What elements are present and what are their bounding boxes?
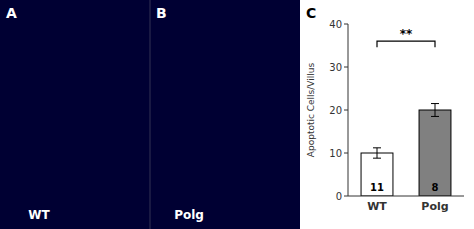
y-axis (348, 24, 349, 196)
error-bar (373, 148, 381, 158)
n-label: 8 (432, 182, 439, 193)
panel-label: A (6, 5, 17, 21)
y-tick (344, 24, 348, 25)
chart: A WT B Polg C 0 10 20 30 40 Apoptotic Cells/Villus… (0, 0, 474, 229)
significance-label: ** (400, 27, 413, 41)
plot-area (361, 104, 451, 196)
y-tick-label: 10 (329, 148, 342, 159)
n-label: 11 (370, 182, 384, 193)
bar (361, 153, 393, 196)
x-tick-label: WT (367, 200, 387, 213)
bar (419, 110, 451, 196)
panel-label: B (156, 5, 167, 21)
image-panels-background (0, 0, 300, 229)
y-tick-label: 40 (329, 19, 342, 30)
y-tick-label: 20 (329, 105, 342, 116)
panel-caption: Polg (174, 208, 204, 222)
y-tick (344, 153, 348, 154)
x-axis (348, 196, 464, 197)
x-tick-label: Polg (421, 200, 448, 213)
panel-label: C (306, 5, 316, 21)
y-tick-label: 30 (329, 62, 342, 73)
panel-caption: WT (28, 208, 50, 222)
y-tick (344, 196, 348, 197)
y-tick-label: 0 (336, 191, 342, 202)
panel-divider (150, 0, 151, 229)
significance-bracket (377, 41, 435, 47)
error-bar (431, 104, 439, 117)
y-axis-label: Apoptotic Cells/Villus (306, 63, 316, 158)
y-tick (344, 67, 348, 68)
y-tick (344, 110, 348, 111)
